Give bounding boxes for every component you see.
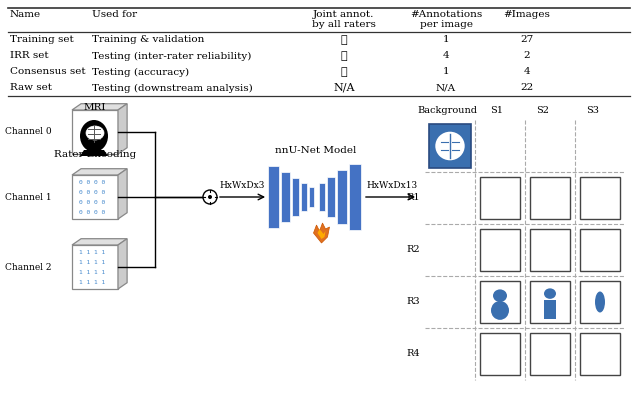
Text: #Annotations
per image: #Annotations per image: [410, 10, 482, 29]
Polygon shape: [72, 239, 127, 245]
Bar: [530, 333, 570, 375]
Text: Raw set: Raw set: [10, 84, 52, 92]
Bar: [349, 164, 361, 230]
Bar: [544, 300, 556, 319]
Text: R4: R4: [406, 350, 420, 358]
Text: #Images: #Images: [504, 10, 550, 19]
Polygon shape: [118, 239, 127, 289]
Text: 1 1 1 1: 1 1 1 1: [79, 260, 105, 266]
Polygon shape: [314, 223, 330, 243]
Polygon shape: [72, 175, 118, 219]
Text: 1: 1: [443, 36, 449, 44]
Ellipse shape: [493, 290, 507, 302]
Text: Rater Encoding: Rater Encoding: [54, 150, 136, 159]
Text: R3: R3: [406, 298, 420, 306]
Text: 0 0 0 0: 0 0 0 0: [79, 210, 105, 216]
Text: S2: S2: [536, 106, 550, 115]
Bar: [337, 170, 347, 224]
Bar: [268, 166, 279, 228]
Text: Channel 0: Channel 0: [5, 128, 52, 136]
Text: S3: S3: [586, 106, 600, 115]
Text: nnU-Net Model: nnU-Net Model: [275, 146, 356, 155]
Polygon shape: [118, 104, 127, 154]
Text: 0 0 0 0: 0 0 0 0: [79, 180, 105, 186]
Text: N/A: N/A: [436, 84, 456, 92]
Text: ✓: ✓: [340, 67, 348, 77]
Bar: [580, 333, 620, 375]
Text: Training & validation: Training & validation: [92, 36, 204, 44]
Circle shape: [203, 190, 217, 204]
Text: 1: 1: [443, 68, 449, 76]
Text: 22: 22: [520, 84, 534, 92]
Ellipse shape: [80, 120, 108, 152]
Polygon shape: [72, 104, 127, 110]
Text: 1 1 1 1: 1 1 1 1: [79, 250, 105, 256]
Bar: [530, 177, 570, 219]
Text: S1: S1: [490, 106, 504, 115]
Bar: [319, 183, 325, 211]
Bar: [530, 229, 570, 271]
Bar: [480, 333, 520, 375]
Ellipse shape: [595, 292, 605, 312]
Polygon shape: [118, 169, 127, 219]
Text: N/A: N/A: [333, 83, 355, 93]
Text: Background: Background: [417, 106, 477, 115]
Text: Used for: Used for: [92, 10, 137, 19]
Polygon shape: [80, 150, 108, 156]
Bar: [580, 281, 620, 323]
Text: 4: 4: [443, 52, 449, 60]
Text: Testing (downstream analysis): Testing (downstream analysis): [92, 84, 253, 92]
Text: 27: 27: [520, 36, 534, 44]
Bar: [580, 177, 620, 219]
Ellipse shape: [86, 126, 104, 140]
Text: ✗: ✗: [340, 51, 348, 61]
Bar: [281, 172, 290, 222]
Ellipse shape: [435, 132, 465, 160]
Bar: [480, 281, 520, 323]
Text: HxWxDx3: HxWxDx3: [220, 181, 265, 190]
Text: 2: 2: [524, 52, 531, 60]
Bar: [309, 187, 314, 207]
Text: R2: R2: [406, 246, 420, 254]
Polygon shape: [72, 110, 118, 154]
Text: IRR set: IRR set: [10, 52, 49, 60]
Text: Channel 1: Channel 1: [5, 192, 52, 202]
Text: 0 0 0 0: 0 0 0 0: [79, 200, 105, 206]
Polygon shape: [317, 229, 326, 239]
Bar: [480, 229, 520, 271]
Ellipse shape: [544, 288, 556, 299]
Text: Joint annot.
by all raters: Joint annot. by all raters: [312, 10, 376, 29]
Text: HxWxDx13: HxWxDx13: [366, 181, 417, 190]
Text: Training set: Training set: [10, 36, 74, 44]
Text: MRI: MRI: [84, 103, 106, 112]
Bar: [580, 229, 620, 271]
Polygon shape: [72, 169, 127, 175]
Bar: [480, 177, 520, 219]
Text: 4: 4: [524, 68, 531, 76]
Polygon shape: [72, 245, 118, 289]
Text: 1 1 1 1: 1 1 1 1: [79, 280, 105, 286]
Bar: [301, 183, 307, 211]
Text: Testing (inter-rater reliability): Testing (inter-rater reliability): [92, 52, 252, 60]
Circle shape: [208, 195, 212, 199]
Text: R1: R1: [406, 194, 420, 202]
Bar: [327, 177, 335, 217]
Bar: [530, 281, 570, 323]
Ellipse shape: [491, 301, 509, 320]
Text: 1 1 1 1: 1 1 1 1: [79, 270, 105, 276]
Bar: [429, 124, 471, 168]
Bar: [292, 178, 299, 216]
Text: Consensus set: Consensus set: [10, 68, 86, 76]
Text: Channel 2: Channel 2: [5, 262, 51, 272]
Text: Testing (accuracy): Testing (accuracy): [92, 68, 189, 76]
Text: Name: Name: [10, 10, 41, 19]
Text: ✗: ✗: [340, 35, 348, 45]
Text: 0 0 0 0: 0 0 0 0: [79, 190, 105, 196]
